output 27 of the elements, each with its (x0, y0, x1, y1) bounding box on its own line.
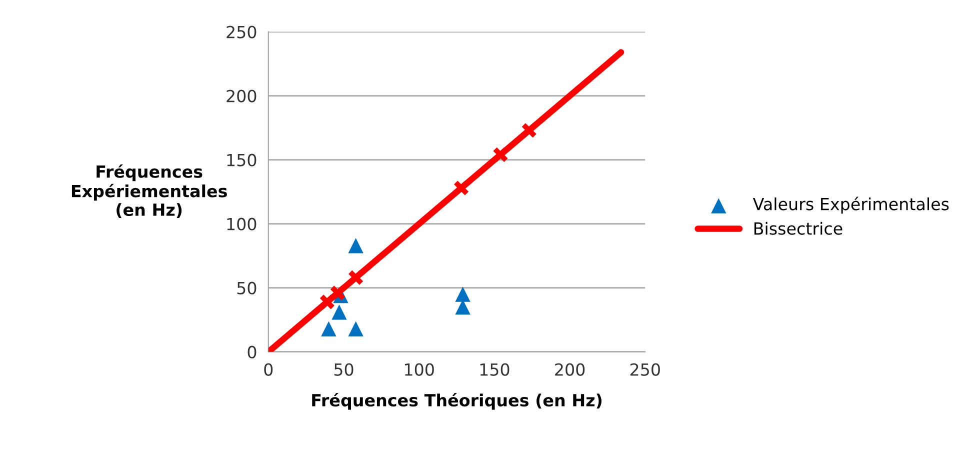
point (332, 304, 347, 320)
point (348, 270, 364, 285)
point (454, 180, 469, 196)
x-tick-label: 0 (264, 363, 273, 376)
y-tick-label: 50 (237, 282, 256, 294)
legend-label: Bissectrice (754, 222, 842, 235)
point (330, 286, 346, 300)
y-tick-label: 150 (227, 154, 256, 166)
y-tick-label: 250 (226, 26, 256, 38)
point (348, 321, 364, 336)
y-tick-label: 200 (226, 90, 256, 102)
legend-label: Valeurs Expérimentales (752, 196, 949, 214)
y-tick-label: 100 (227, 218, 256, 230)
point (455, 286, 470, 302)
point (320, 294, 334, 310)
point (348, 238, 364, 254)
point (321, 321, 336, 336)
point (522, 123, 536, 138)
x-axis-title: Fréquences Théoriques (en Hz) (312, 392, 602, 410)
y-tick-label: 0 (248, 346, 256, 358)
x-tick-label: 200 (555, 363, 585, 376)
y-axis-title: Fréquences Expériementales (en Hz) (72, 164, 227, 218)
x-tick-label: 50 (334, 363, 354, 376)
x-tick-label: 250 (630, 363, 660, 376)
x-tick-label: 150 (480, 363, 510, 376)
x-tick-label: 100 (405, 363, 434, 376)
point (493, 147, 508, 162)
